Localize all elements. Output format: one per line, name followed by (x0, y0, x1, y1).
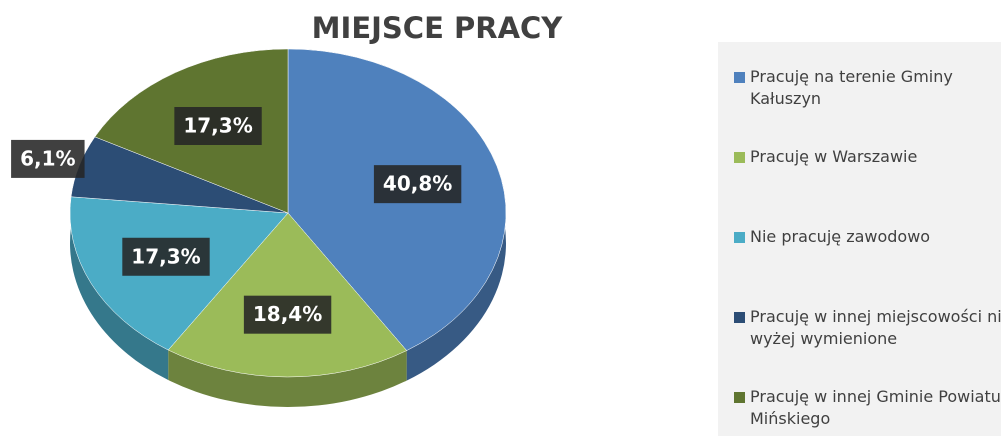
data-labels: 40,8% 18,4% 17,3% 6,1% 17,3% (11, 107, 462, 334)
data-label: 18,4% (253, 302, 322, 326)
slice-side (168, 350, 407, 407)
pie-area: MIEJSCE PRACY 40,8% 18,4% 17,3% 6,1% 17,3% (11, 11, 564, 407)
legend-label: Pracuję w innej miejscowości niż wyżej w… (750, 307, 1001, 348)
legend-item: Pracuję w innej miejscowości niż wyżej w… (734, 306, 1001, 350)
data-label-box (174, 107, 262, 146)
legend-label: Pracuję na terenie Gminy Kałuszyn (750, 67, 953, 108)
data-label: 17,3% (183, 114, 252, 138)
legend-swatch (734, 232, 745, 243)
legend: Pracuję na terenie Gminy Kałuszyn Pracuję… (718, 42, 1001, 436)
legend-swatch (734, 72, 745, 83)
legend-item: Pracuję w Warszawie (734, 146, 1001, 168)
legend-swatch (734, 152, 745, 163)
chart-title: MIEJSCE PRACY (312, 11, 564, 45)
legend-item: Pracuję na terenie Gminy Kałuszyn (734, 66, 1001, 110)
slice (167, 212, 408, 378)
data-label: 40,8% (383, 172, 452, 196)
data-label-box (11, 139, 85, 178)
legend-swatch (734, 392, 745, 403)
slice-side (69, 196, 169, 381)
legend-item: Pracuję w innej Gminie Powiatu Mińskiego (734, 386, 1001, 430)
legend-item: Nie pracuję zawodowo (734, 226, 1001, 248)
legend-label: Pracuję w innej Gminie Powiatu Mińskiego (750, 387, 1001, 428)
data-label: 6,1% (20, 146, 75, 170)
data-label-box (122, 237, 210, 276)
legend-label: Pracuję w Warszawie (750, 147, 918, 166)
data-label-box (243, 295, 332, 334)
data-label: 17,3% (131, 244, 200, 268)
data-label-box (373, 165, 462, 204)
legend-swatch (734, 312, 745, 323)
legend-label: Nie pracuję zawodowo (750, 227, 931, 246)
